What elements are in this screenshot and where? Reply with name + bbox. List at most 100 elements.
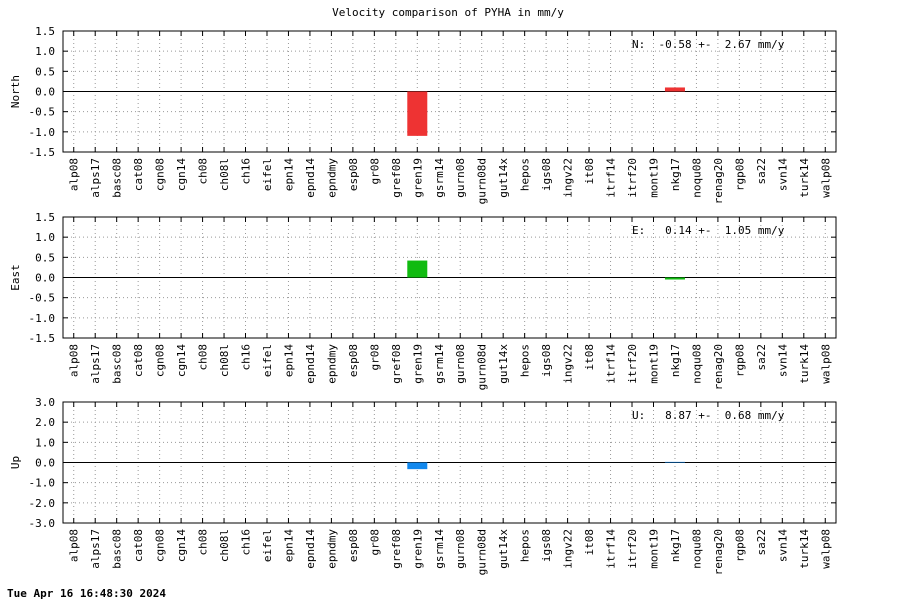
plot-frame (62, 30, 837, 153)
x-tick-label: walp08 (819, 344, 832, 384)
x-tick-label: hepos (519, 158, 532, 191)
x-tick-label: gren19 (411, 529, 424, 569)
x-tick-label: gurn08d (476, 158, 489, 204)
x-tick-label: epndmy (325, 529, 338, 569)
x-tick-label: gut14x (497, 344, 510, 384)
x-tick-label: basc08 (111, 158, 124, 198)
y-tick-label: -0.5 (29, 292, 56, 305)
x-tick-label: gr08 (368, 529, 381, 556)
x-tick-label: epnd14 (304, 158, 317, 198)
x-tick-label: igs08 (540, 529, 553, 562)
y-axis-label: Up (9, 456, 22, 469)
x-tick-label: renag20 (712, 158, 725, 204)
plot-frame (62, 216, 837, 339)
x-tick-label: itrf14 (605, 344, 618, 384)
x-tick-label: ch16 (240, 158, 253, 185)
x-tick-label: epn14 (282, 529, 295, 562)
x-tick-label: cat08 (132, 344, 145, 377)
x-tick-label: walp08 (819, 529, 832, 569)
y-tick-label: -1.5 (29, 146, 56, 159)
x-tick-label: alps17 (89, 529, 102, 569)
annotation: E: 0.14 +- 1.05 mm/y (632, 224, 785, 237)
x-tick-label: cgn14 (175, 529, 188, 562)
x-tick-label: eifel (261, 344, 274, 377)
y-tick-label: 0.0 (35, 457, 55, 470)
x-tick-label: gr08 (368, 344, 381, 371)
x-tick-label: ch08l (218, 158, 231, 191)
x-tick-label: itrf14 (605, 158, 618, 198)
x-tick-label: ingv22 (562, 344, 575, 384)
bar (664, 87, 685, 92)
y-tick-label: 1.5 (35, 25, 55, 38)
x-tick-label: cgn14 (175, 158, 188, 191)
chart-title: Velocity comparison of PYHA in mm/y (332, 6, 564, 19)
bar (664, 277, 685, 280)
x-tick-label: itrf20 (626, 158, 639, 198)
bar (407, 260, 428, 278)
x-tick-label: gsrm14 (433, 158, 446, 198)
x-tick-label: ingv22 (562, 529, 575, 569)
x-tick-label: sa22 (755, 158, 768, 185)
x-tick-label: mont19 (647, 529, 660, 569)
x-tick-label: epnd14 (304, 529, 317, 569)
x-tick-label: cgn14 (175, 344, 188, 377)
y-tick-label: 0.5 (35, 65, 55, 78)
x-tick-label: epn14 (282, 344, 295, 377)
x-tick-label: epndmy (325, 344, 338, 384)
x-tick-label: gut14x (497, 529, 510, 569)
x-tick-label: rgp08 (733, 158, 746, 191)
x-tick-label: svn14 (776, 529, 789, 562)
x-tick-label: walp08 (819, 158, 832, 198)
y-tick-label: -2.0 (29, 497, 56, 510)
bar (407, 91, 428, 136)
x-tick-label: cat08 (132, 158, 145, 191)
x-tick-label: itrf20 (626, 529, 639, 569)
x-tick-label: alp08 (68, 158, 81, 191)
x-tick-label: cgn08 (154, 344, 167, 377)
plot-frame (62, 401, 837, 524)
y-tick-label: 1.0 (35, 45, 55, 58)
x-tick-label: esp08 (347, 529, 360, 562)
x-tick-label: cat08 (132, 529, 145, 562)
y-tick-label: 1.5 (35, 211, 55, 224)
x-tick-label: noqu08 (690, 344, 703, 384)
annotation: U: 8.87 +- 0.68 mm/y (632, 409, 785, 422)
x-tick-label: ch16 (240, 529, 253, 556)
x-tick-label: ch08l (218, 529, 231, 562)
x-tick-label: esp08 (347, 158, 360, 191)
x-tick-label: renag20 (712, 529, 725, 575)
bar (407, 462, 428, 470)
x-tick-label: epn14 (282, 158, 295, 191)
x-tick-label: rgp08 (733, 529, 746, 562)
y-tick-label: 3.0 (35, 396, 55, 409)
x-tick-label: basc08 (111, 344, 124, 384)
x-tick-label: gsrm14 (433, 529, 446, 569)
x-tick-label: ch08 (197, 158, 210, 185)
x-tick-label: gurn08d (476, 529, 489, 575)
x-tick-label: gurn08 (454, 344, 467, 384)
x-tick-label: basc08 (111, 529, 124, 569)
y-tick-label: -0.5 (29, 106, 56, 119)
x-tick-label: alp08 (68, 344, 81, 377)
x-tick-label: gren19 (411, 158, 424, 198)
y-tick-label: 0.0 (35, 272, 55, 285)
x-tick-label: alps17 (89, 344, 102, 384)
y-tick-label: 1.0 (35, 231, 55, 244)
x-tick-label: epnd14 (304, 344, 317, 384)
x-tick-label: rgp08 (733, 344, 746, 377)
x-tick-label: gref08 (390, 529, 403, 569)
x-tick-label: svn14 (776, 158, 789, 191)
y-tick-label: -1.0 (29, 312, 56, 325)
x-tick-label: igs08 (540, 344, 553, 377)
timestamp: Tue Apr 16 16:48:30 2024 (7, 587, 166, 600)
x-tick-label: noqu08 (690, 158, 703, 198)
annotation: N: -0.58 +- 2.67 mm/y (632, 38, 785, 51)
x-tick-label: ingv22 (562, 158, 575, 198)
y-axis-label: East (9, 264, 22, 291)
x-tick-label: renag20 (712, 344, 725, 390)
x-tick-label: epndmy (325, 158, 338, 198)
bar (664, 461, 685, 463)
x-tick-label: gref08 (390, 344, 403, 384)
x-tick-label: gr08 (368, 158, 381, 185)
x-tick-label: nkg17 (669, 529, 682, 562)
